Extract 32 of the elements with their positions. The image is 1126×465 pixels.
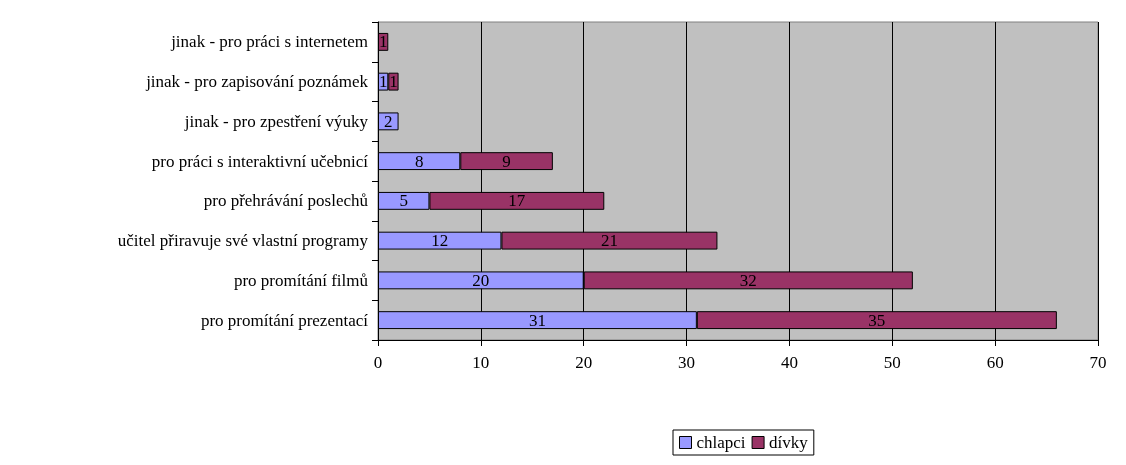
data-label: 12	[431, 231, 449, 251]
y-tick-label: pro práci s interaktivní učebnicí	[151, 151, 369, 171]
data-label: 32	[739, 270, 757, 290]
x-tick-label: 50	[883, 353, 901, 372]
data-label: 8	[414, 151, 424, 171]
data-label: 9	[502, 151, 511, 171]
x-tick-label: 40	[780, 353, 798, 372]
data-label: 31	[528, 310, 546, 330]
data-label: 35	[868, 310, 886, 330]
data-label: 1	[378, 72, 388, 92]
x-tick-label: 60	[986, 353, 1004, 372]
data-label: 17	[508, 191, 526, 211]
data-label: 5	[399, 191, 408, 211]
data-label: 1	[378, 32, 388, 52]
data-label: 1	[389, 72, 398, 92]
legend-label: chlapci	[696, 433, 746, 452]
x-tick-label: 10	[472, 353, 490, 372]
y-tick-label: jinak - pro zpestření výuky	[183, 111, 369, 131]
data-label: 2	[384, 111, 393, 131]
x-tick-label: 20	[575, 353, 593, 372]
data-label: 20	[472, 270, 490, 290]
data-label: 21	[600, 231, 618, 251]
y-tick-label: učitel přiravuje své vlastní programy	[117, 231, 369, 251]
x-tick-label: 0	[373, 353, 383, 372]
y-tick-label: pro promítání prezentací	[200, 310, 369, 330]
legend-label: dívky	[769, 433, 809, 452]
x-tick-label: 30	[678, 353, 696, 372]
y-tick-label: pro promítání filmů	[233, 270, 369, 290]
y-tick-label: jinak - pro zapisování poznámek	[145, 72, 369, 92]
y-tick-label: jinak - pro práci s internetem	[170, 32, 368, 52]
x-tick-label: 70	[1089, 353, 1107, 372]
y-tick-label: pro přehrávání poslechů	[203, 191, 369, 211]
